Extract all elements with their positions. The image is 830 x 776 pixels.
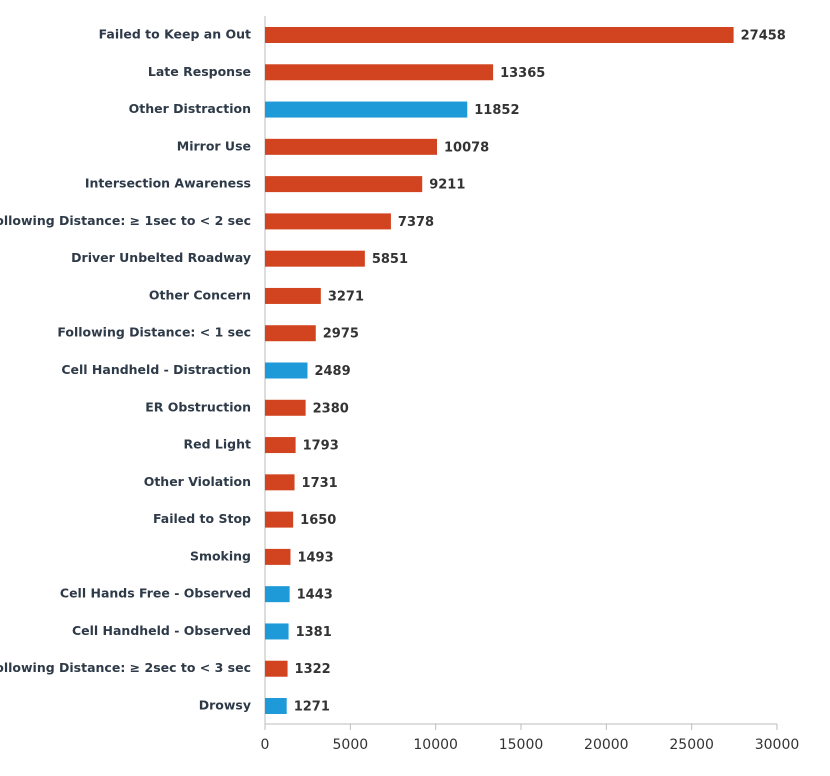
category-label: Following Distance: ≥ 2sec to < 3 sec (0, 660, 251, 675)
bar (265, 548, 291, 565)
bar (265, 623, 289, 640)
value-label: 1650 (300, 513, 336, 528)
category-label: Cell Handheld - Observed (72, 623, 251, 638)
bar (265, 27, 734, 43)
category-label: Drowsy (199, 698, 251, 713)
bar (265, 101, 468, 118)
bar (265, 138, 437, 155)
bar (265, 64, 494, 81)
category-label: Intersection Awareness (85, 176, 251, 191)
category-label: Red Light (184, 437, 251, 452)
value-label: 3271 (328, 289, 364, 304)
category-label: Failed to Keep an Out (99, 27, 251, 42)
x-tick-label: 15000 (499, 737, 544, 753)
category-label: Other Violation (144, 474, 251, 489)
bar (265, 474, 295, 491)
x-tick-label: 5000 (333, 737, 369, 753)
value-label: 1793 (303, 439, 339, 454)
value-label: 10078 (444, 140, 489, 155)
category-label: Failed to Stop (153, 511, 251, 526)
x-tick-label: 0 (261, 737, 270, 753)
bar (265, 399, 306, 416)
bar (265, 362, 308, 379)
bar (265, 698, 287, 714)
value-label: 2489 (314, 364, 350, 379)
category-label: Mirror Use (177, 138, 251, 153)
value-label: 5851 (372, 252, 408, 267)
value-label: 2975 (323, 327, 359, 342)
category-label: Smoking (190, 548, 251, 563)
value-label: 1322 (295, 662, 331, 677)
value-label: 1443 (297, 588, 333, 603)
value-label: 13365 (500, 66, 545, 81)
value-label: 2380 (313, 401, 349, 416)
category-label: Other Concern (149, 287, 251, 302)
bar (265, 250, 365, 267)
category-label: ER Obstruction (145, 399, 251, 414)
bar (265, 213, 391, 230)
category-label: Cell Hands Free - Observed (60, 586, 251, 601)
bar (265, 511, 294, 528)
category-label: Cell Handheld - Distraction (61, 362, 251, 377)
category-label: Driver Unbelted Roadway (71, 250, 251, 265)
bar (265, 437, 296, 454)
category-label: Other Distraction (129, 101, 251, 116)
value-label: 7378 (398, 215, 434, 230)
value-label: 1381 (296, 625, 332, 640)
bar (265, 287, 321, 304)
bar (265, 660, 288, 677)
value-label: 11852 (474, 103, 519, 118)
value-label: 1271 (294, 700, 330, 715)
bar (265, 586, 290, 603)
value-label: 1493 (297, 550, 333, 565)
value-label: 1731 (302, 476, 338, 491)
value-label: 27458 (741, 29, 786, 44)
x-tick-label: 20000 (584, 737, 629, 753)
bar (265, 325, 316, 342)
x-tick-label: 25000 (669, 737, 714, 753)
category-label: Following Distance: < 1 sec (57, 325, 251, 340)
category-label: Late Response (148, 64, 251, 79)
category-label: Following Distance: ≥ 1sec to < 2 sec (0, 213, 251, 228)
bar (265, 176, 423, 193)
x-tick-label: 10000 (413, 737, 458, 753)
x-tick-label: 30000 (755, 737, 800, 753)
value-label: 9211 (429, 178, 465, 193)
